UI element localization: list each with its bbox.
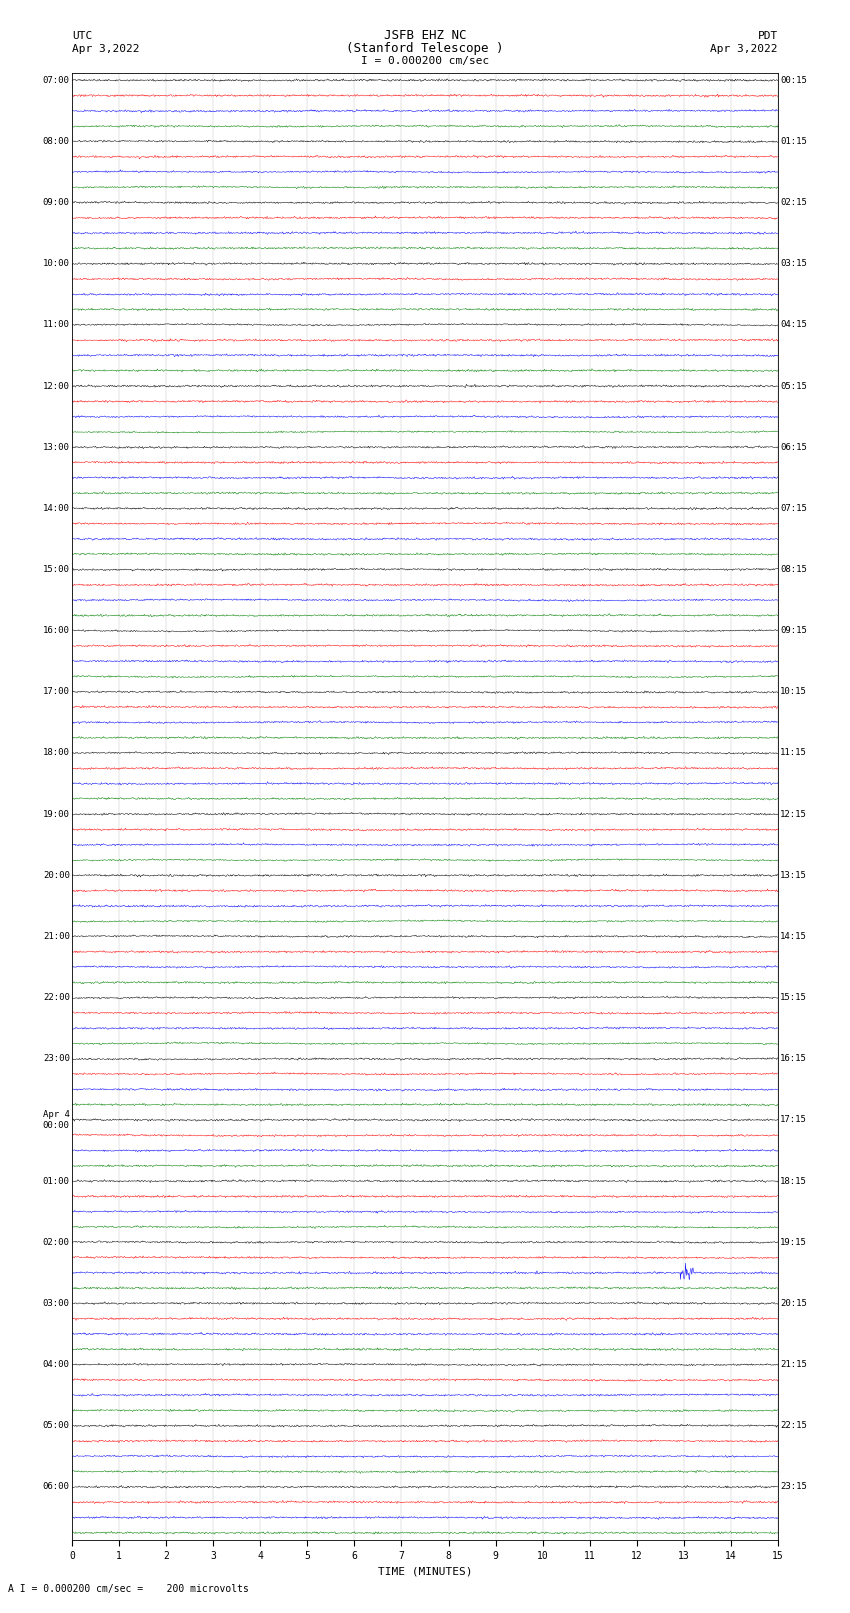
Text: 01:00: 01:00 xyxy=(42,1176,70,1186)
Text: 11:00: 11:00 xyxy=(42,321,70,329)
Text: 21:15: 21:15 xyxy=(780,1360,808,1369)
Text: 05:00: 05:00 xyxy=(42,1421,70,1431)
Text: 14:15: 14:15 xyxy=(780,932,808,940)
Text: 12:15: 12:15 xyxy=(780,810,808,819)
Text: Apr 3,2022: Apr 3,2022 xyxy=(711,44,778,53)
Text: 20:00: 20:00 xyxy=(42,871,70,879)
Text: 09:00: 09:00 xyxy=(42,198,70,206)
Text: 18:15: 18:15 xyxy=(780,1176,808,1186)
Text: 19:00: 19:00 xyxy=(42,810,70,819)
Text: 12:00: 12:00 xyxy=(42,382,70,390)
Text: I = 0.000200 cm/sec: I = 0.000200 cm/sec xyxy=(361,56,489,66)
Text: 21:00: 21:00 xyxy=(42,932,70,940)
Text: Apr 4
00:00: Apr 4 00:00 xyxy=(42,1110,70,1129)
Text: 03:00: 03:00 xyxy=(42,1298,70,1308)
Text: UTC: UTC xyxy=(72,31,93,40)
Text: 17:15: 17:15 xyxy=(780,1116,808,1124)
Text: 16:15: 16:15 xyxy=(780,1055,808,1063)
Text: Apr 3,2022: Apr 3,2022 xyxy=(72,44,139,53)
Text: 07:00: 07:00 xyxy=(42,76,70,85)
Text: 19:15: 19:15 xyxy=(780,1237,808,1247)
Text: (Stanford Telescope ): (Stanford Telescope ) xyxy=(346,42,504,55)
Text: 06:00: 06:00 xyxy=(42,1482,70,1492)
Text: 15:00: 15:00 xyxy=(42,565,70,574)
Text: JSFB EHZ NC: JSFB EHZ NC xyxy=(383,29,467,42)
Text: 14:00: 14:00 xyxy=(42,503,70,513)
Text: 06:15: 06:15 xyxy=(780,442,808,452)
Text: 18:00: 18:00 xyxy=(42,748,70,758)
Text: 08:00: 08:00 xyxy=(42,137,70,145)
Text: 01:15: 01:15 xyxy=(780,137,808,145)
Text: 15:15: 15:15 xyxy=(780,994,808,1002)
Text: 09:15: 09:15 xyxy=(780,626,808,636)
Text: A I = 0.000200 cm/sec =    200 microvolts: A I = 0.000200 cm/sec = 200 microvolts xyxy=(8,1584,249,1594)
Text: 10:15: 10:15 xyxy=(780,687,808,697)
Text: 11:15: 11:15 xyxy=(780,748,808,758)
Text: 02:00: 02:00 xyxy=(42,1237,70,1247)
Text: 02:15: 02:15 xyxy=(780,198,808,206)
Text: 13:00: 13:00 xyxy=(42,442,70,452)
Text: 04:15: 04:15 xyxy=(780,321,808,329)
Text: 17:00: 17:00 xyxy=(42,687,70,697)
Text: 05:15: 05:15 xyxy=(780,382,808,390)
Text: 00:15: 00:15 xyxy=(780,76,808,85)
Text: 10:00: 10:00 xyxy=(42,260,70,268)
Text: 08:15: 08:15 xyxy=(780,565,808,574)
Text: 04:00: 04:00 xyxy=(42,1360,70,1369)
Text: 07:15: 07:15 xyxy=(780,503,808,513)
Text: PDT: PDT xyxy=(757,31,778,40)
Text: 22:00: 22:00 xyxy=(42,994,70,1002)
Text: 23:00: 23:00 xyxy=(42,1055,70,1063)
X-axis label: TIME (MINUTES): TIME (MINUTES) xyxy=(377,1566,473,1576)
Text: 16:00: 16:00 xyxy=(42,626,70,636)
Text: 13:15: 13:15 xyxy=(780,871,808,879)
Text: 22:15: 22:15 xyxy=(780,1421,808,1431)
Text: 23:15: 23:15 xyxy=(780,1482,808,1492)
Text: 20:15: 20:15 xyxy=(780,1298,808,1308)
Text: 03:15: 03:15 xyxy=(780,260,808,268)
